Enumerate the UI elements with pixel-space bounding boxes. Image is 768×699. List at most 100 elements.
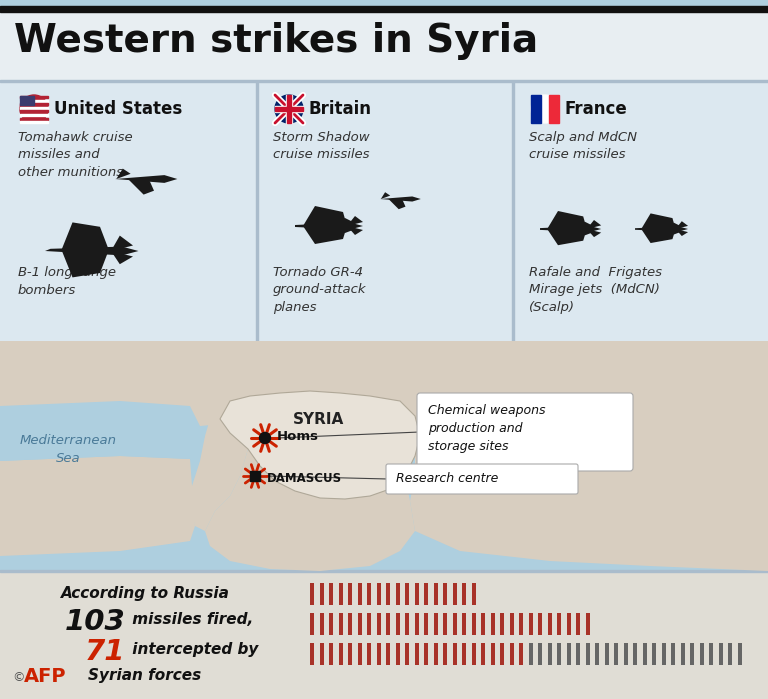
Polygon shape: [333, 218, 353, 226]
Polygon shape: [405, 583, 409, 605]
Polygon shape: [295, 222, 363, 229]
Polygon shape: [400, 401, 768, 571]
Text: Storm Shadow
cruise missiles: Storm Shadow cruise missiles: [273, 131, 369, 161]
Polygon shape: [472, 583, 475, 605]
Polygon shape: [348, 583, 352, 605]
Polygon shape: [433, 583, 438, 605]
Polygon shape: [557, 613, 561, 635]
Polygon shape: [641, 213, 676, 243]
Polygon shape: [728, 643, 732, 665]
Polygon shape: [519, 643, 523, 665]
Text: Research centre: Research centre: [396, 473, 498, 486]
Polygon shape: [116, 168, 131, 179]
Polygon shape: [348, 643, 352, 665]
Polygon shape: [319, 613, 323, 635]
Polygon shape: [443, 583, 447, 605]
Polygon shape: [540, 226, 601, 232]
Polygon shape: [671, 643, 675, 665]
Polygon shape: [462, 583, 466, 605]
Bar: [20, 121, 48, 123]
Bar: [531, 95, 541, 123]
Polygon shape: [386, 643, 390, 665]
Polygon shape: [310, 643, 314, 665]
Bar: [20, 117, 48, 120]
Polygon shape: [661, 643, 666, 665]
Text: Scalp and MdCN
cruise missiles: Scalp and MdCN cruise missiles: [529, 131, 637, 161]
Polygon shape: [548, 643, 551, 665]
Bar: [275, 107, 303, 111]
Polygon shape: [415, 583, 419, 605]
Polygon shape: [676, 229, 688, 236]
Polygon shape: [443, 613, 447, 635]
Polygon shape: [339, 643, 343, 665]
Polygon shape: [405, 613, 409, 635]
Polygon shape: [0, 341, 768, 409]
Bar: [0, 12, 768, 81]
Polygon shape: [339, 583, 343, 605]
Circle shape: [275, 95, 303, 123]
Polygon shape: [676, 221, 688, 229]
Polygon shape: [0, 401, 205, 461]
Polygon shape: [652, 643, 656, 665]
Bar: [250, 471, 260, 481]
Polygon shape: [491, 643, 495, 665]
Polygon shape: [633, 643, 637, 665]
Text: B-1 long-range
bombers: B-1 long-range bombers: [18, 266, 116, 296]
Polygon shape: [512, 341, 768, 416]
Polygon shape: [452, 583, 456, 605]
Polygon shape: [396, 583, 399, 605]
Polygon shape: [357, 613, 362, 635]
Polygon shape: [424, 583, 428, 605]
Circle shape: [275, 95, 303, 123]
Polygon shape: [472, 613, 475, 635]
Polygon shape: [664, 223, 680, 229]
Bar: [275, 106, 303, 112]
Text: Syrian forces: Syrian forces: [88, 668, 202, 683]
Polygon shape: [452, 643, 456, 665]
Polygon shape: [481, 643, 485, 665]
Polygon shape: [614, 643, 618, 665]
Polygon shape: [424, 613, 428, 635]
Polygon shape: [310, 613, 314, 635]
Polygon shape: [396, 613, 399, 635]
Bar: [20, 114, 48, 116]
Polygon shape: [61, 222, 109, 278]
Polygon shape: [595, 643, 599, 665]
Text: United States: United States: [54, 100, 182, 118]
Polygon shape: [585, 643, 590, 665]
Circle shape: [531, 95, 559, 123]
Polygon shape: [547, 211, 587, 245]
Polygon shape: [128, 179, 154, 194]
Polygon shape: [635, 226, 688, 232]
Circle shape: [260, 433, 270, 443]
Polygon shape: [709, 643, 713, 665]
Polygon shape: [528, 643, 532, 665]
Polygon shape: [380, 196, 421, 201]
Polygon shape: [386, 583, 390, 605]
Polygon shape: [500, 643, 504, 665]
Polygon shape: [0, 456, 195, 556]
Bar: [0, 80, 768, 82]
Bar: [20, 96, 48, 98]
Polygon shape: [367, 583, 371, 605]
Polygon shape: [381, 192, 390, 199]
Polygon shape: [538, 643, 542, 665]
Text: Tornado GR-4
ground-attack
planes: Tornado GR-4 ground-attack planes: [273, 266, 366, 314]
Polygon shape: [111, 236, 133, 251]
Polygon shape: [205, 449, 415, 571]
Text: 103: 103: [65, 608, 125, 636]
Text: Homs: Homs: [277, 429, 319, 442]
Bar: [549, 95, 559, 123]
Polygon shape: [357, 643, 362, 665]
Polygon shape: [111, 251, 133, 264]
FancyBboxPatch shape: [417, 393, 633, 471]
Polygon shape: [389, 199, 406, 209]
Polygon shape: [574, 222, 592, 229]
Polygon shape: [576, 643, 580, 665]
Polygon shape: [386, 613, 390, 635]
Polygon shape: [319, 643, 323, 665]
Polygon shape: [664, 229, 680, 234]
Bar: [512, 81, 514, 341]
Bar: [256, 81, 257, 341]
Polygon shape: [433, 643, 438, 665]
